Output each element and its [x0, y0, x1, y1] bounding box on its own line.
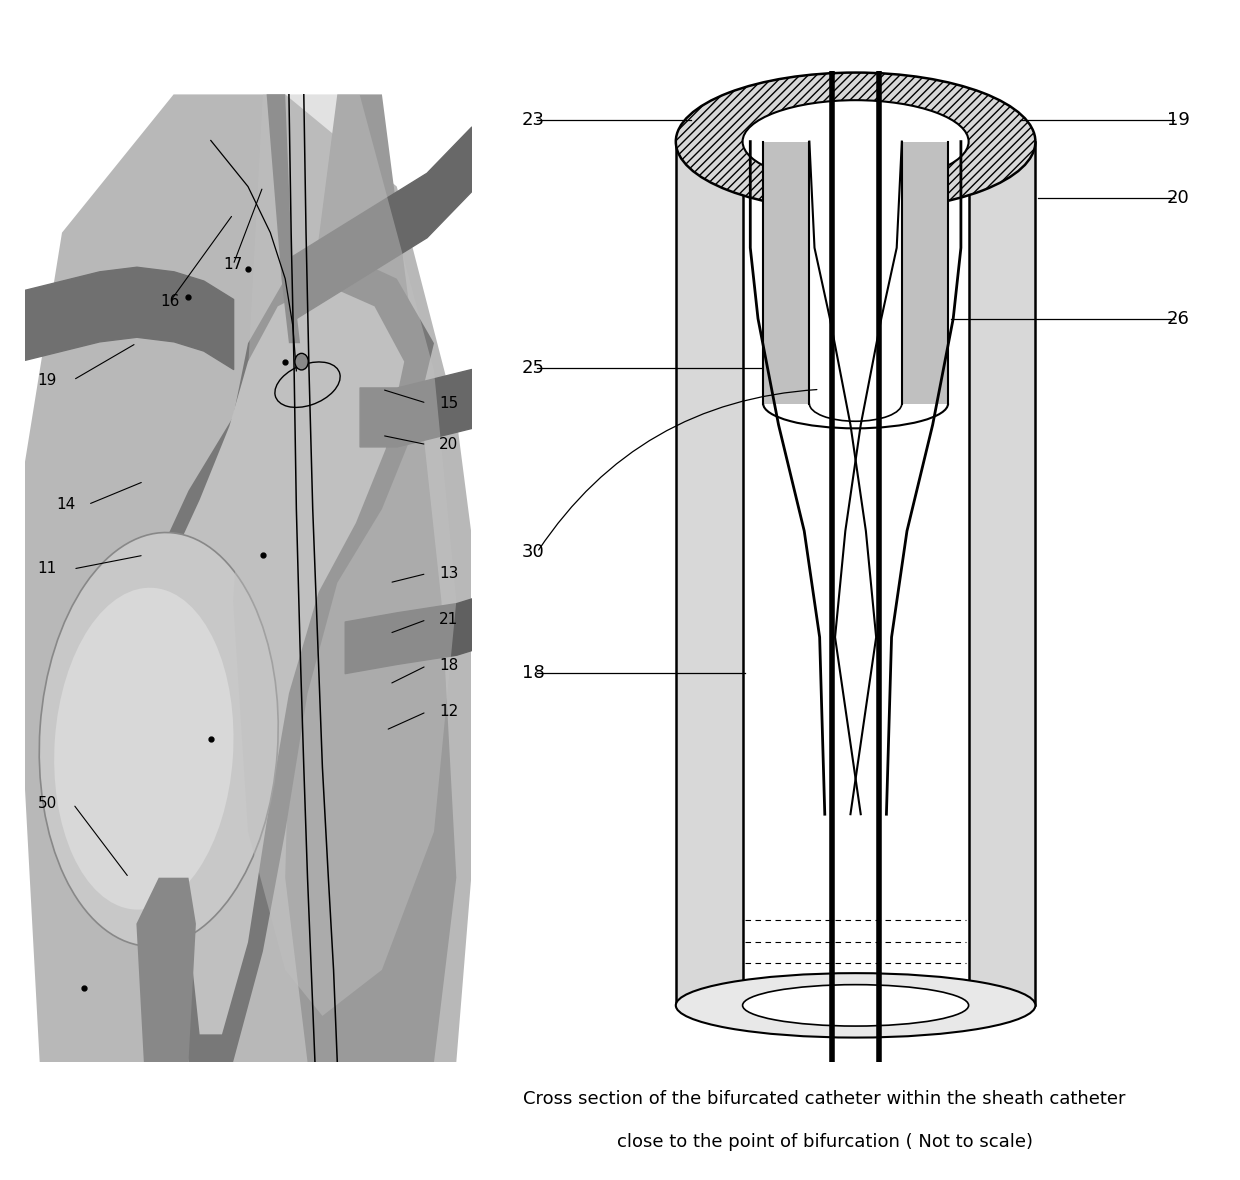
Polygon shape — [155, 283, 404, 1035]
Polygon shape — [901, 142, 949, 404]
Polygon shape — [810, 142, 901, 404]
Polygon shape — [676, 142, 743, 1005]
Ellipse shape — [743, 984, 968, 1027]
FancyArrowPatch shape — [538, 389, 817, 550]
Polygon shape — [743, 142, 968, 1005]
Text: 21: 21 — [439, 612, 459, 627]
Text: 16: 16 — [160, 294, 180, 309]
Text: 30: 30 — [522, 543, 544, 562]
Polygon shape — [25, 94, 486, 1062]
Polygon shape — [248, 94, 300, 343]
Text: 50: 50 — [37, 796, 57, 812]
Text: 17: 17 — [223, 257, 243, 273]
Text: 18: 18 — [439, 658, 459, 674]
Text: 14: 14 — [56, 497, 76, 512]
Text: 13: 13 — [439, 566, 459, 581]
Polygon shape — [136, 878, 196, 1062]
Text: 19: 19 — [1167, 111, 1189, 130]
Text: 11: 11 — [37, 562, 57, 577]
Ellipse shape — [676, 73, 1035, 210]
Text: 18: 18 — [522, 663, 544, 682]
Ellipse shape — [676, 974, 1035, 1037]
Polygon shape — [763, 142, 810, 404]
Polygon shape — [136, 251, 434, 1062]
Text: 19: 19 — [37, 373, 57, 387]
Text: 26: 26 — [1167, 309, 1189, 328]
Ellipse shape — [40, 532, 278, 946]
Text: 25: 25 — [522, 359, 544, 378]
Polygon shape — [968, 142, 1035, 1005]
Text: Cross section of the bifurcated catheter within the sheath catheter: Cross section of the bifurcated catheter… — [523, 1090, 1126, 1108]
Polygon shape — [233, 94, 456, 1016]
Polygon shape — [285, 94, 456, 1062]
Ellipse shape — [743, 100, 968, 183]
Text: 20: 20 — [439, 437, 459, 452]
Text: 15: 15 — [439, 395, 459, 411]
Text: close to the point of bifurcation ( Not to scale): close to the point of bifurcation ( Not … — [616, 1133, 1033, 1150]
Ellipse shape — [295, 353, 309, 371]
Text: 20: 20 — [1167, 189, 1189, 208]
Text: 12: 12 — [439, 704, 459, 720]
Ellipse shape — [55, 588, 233, 910]
Text: 23: 23 — [522, 111, 544, 130]
